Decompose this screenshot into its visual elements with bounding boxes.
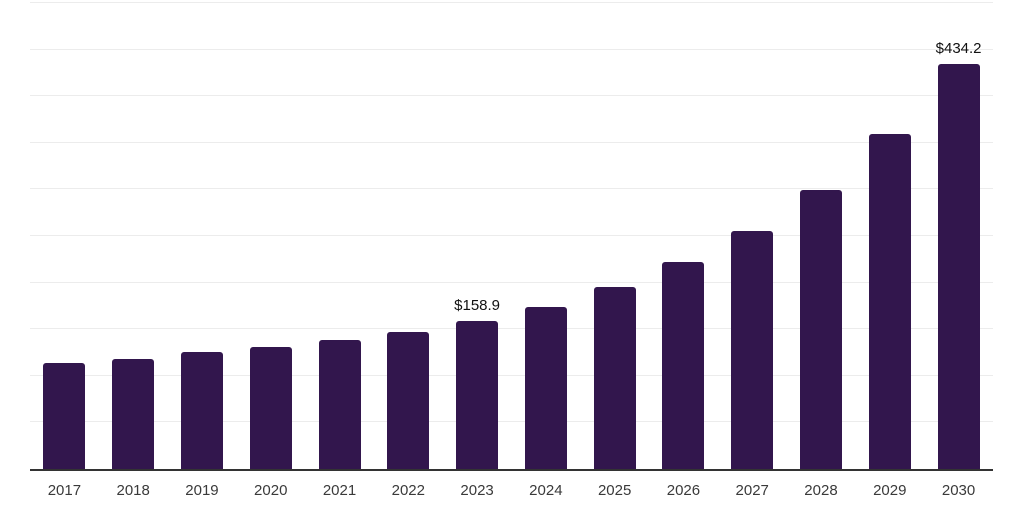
gridline bbox=[30, 421, 993, 423]
x-axis-label-2030: 2030 bbox=[941, 482, 976, 499]
gridline bbox=[30, 48, 993, 50]
gridline bbox=[30, 141, 993, 143]
x-axis-label-2029: 2029 bbox=[873, 482, 907, 499]
gridline bbox=[30, 281, 993, 283]
bar-2028 bbox=[800, 189, 843, 469]
bar-2019 bbox=[180, 351, 223, 469]
x-axis-label-2026: 2026 bbox=[666, 482, 701, 499]
x-axis: 2017 2018 2019 2020 2021 2022 2023 2024 2025 2026… bbox=[30, 482, 993, 499]
x-axis-label-2022: 2022 bbox=[391, 482, 425, 499]
bar-2027 bbox=[731, 231, 774, 469]
bar-2029 bbox=[868, 133, 911, 469]
bar-2020 bbox=[249, 346, 292, 469]
x-axis-label-2019: 2019 bbox=[185, 482, 219, 499]
gridline bbox=[30, 95, 993, 97]
x-axis-label-2020: 2020 bbox=[254, 482, 288, 499]
bar-2021 bbox=[318, 339, 361, 469]
x-axis-label-2025: 2025 bbox=[597, 482, 632, 499]
x-axis-label-2028: 2028 bbox=[804, 482, 838, 499]
gridline bbox=[30, 328, 993, 330]
bar-2023 bbox=[456, 320, 499, 469]
bar-2018 bbox=[112, 359, 155, 469]
bar-2025 bbox=[593, 286, 636, 469]
bar-value-label-2030: $434.2 bbox=[935, 40, 982, 58]
plot-area: $158.9 $434.2 bbox=[30, 2, 993, 471]
x-axis-label-2021: 2021 bbox=[322, 482, 357, 499]
gridline bbox=[30, 235, 993, 236]
bar-2022 bbox=[387, 331, 430, 469]
x-axis-label-2027: 2027 bbox=[735, 482, 769, 499]
x-axis-label-2018: 2018 bbox=[116, 482, 150, 499]
bar-value-label-2023: $158.9 bbox=[454, 296, 501, 314]
bar-2017 bbox=[43, 363, 86, 469]
gridline bbox=[30, 2, 993, 3]
x-axis-label-2017: 2017 bbox=[47, 482, 82, 499]
bar-2024 bbox=[524, 307, 567, 469]
gridline bbox=[30, 374, 993, 376]
bar-2030 bbox=[937, 64, 980, 469]
x-axis-label-2023: 2023 bbox=[460, 482, 494, 499]
gridline bbox=[30, 188, 993, 190]
x-axis-label-2024: 2024 bbox=[529, 482, 563, 499]
bar-2026 bbox=[662, 262, 705, 469]
